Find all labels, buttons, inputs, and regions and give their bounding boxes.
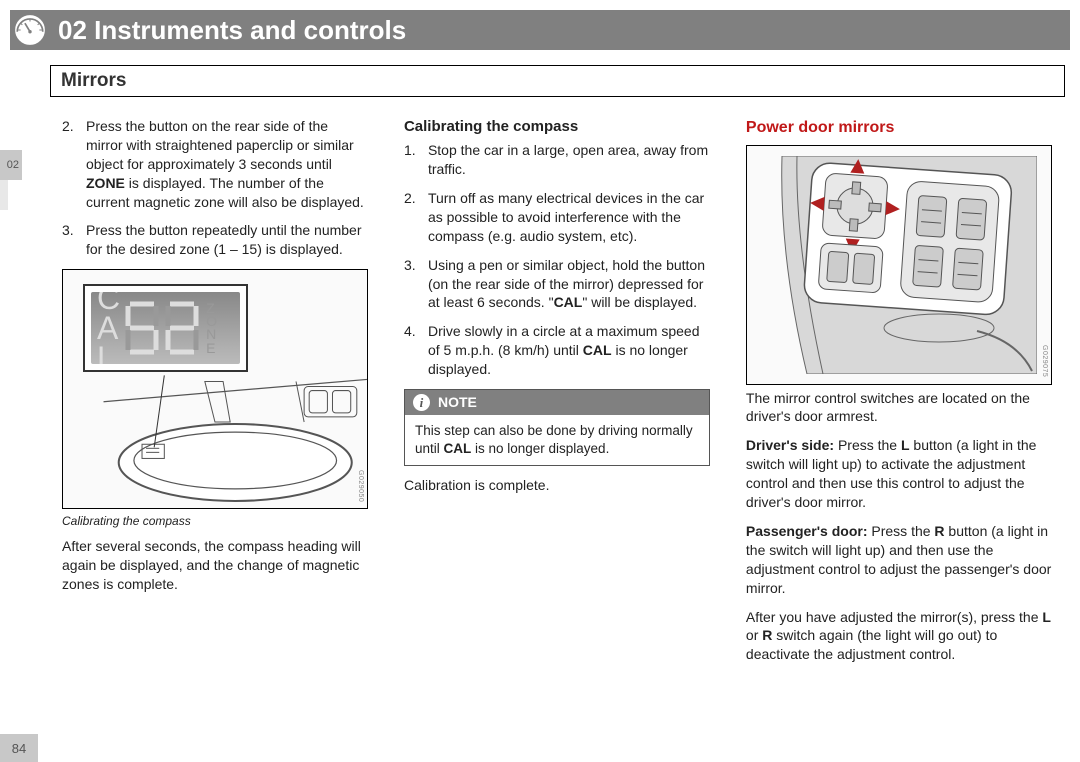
door-mirror-controls-figure: G029075 [746,145,1052,385]
bold-text: ZONE [86,175,125,191]
zone-steps-list: 2. Press the button on the rear side of … [62,117,368,259]
bold-text: L [901,437,910,453]
cal-step-3: 3. Using a pen or similar object, hold th… [404,256,710,313]
segment-digits [124,300,200,356]
step-number: 4. [404,322,416,341]
side-tab-strip [0,180,8,210]
zone-label: Z O N E [206,302,217,355]
page-number: 84 [0,734,38,762]
step-number: 3. [404,256,416,275]
step-number: 2. [404,189,416,208]
step-number: 1. [404,141,416,160]
text-part: is displayed. The number of the current … [86,175,364,210]
passengers-door-paragraph: Passenger's door: Press the R button (a … [746,522,1052,598]
text-part: is no longer displayed. [471,441,609,456]
text-part: Press the [868,523,935,539]
zone-step-2: 2. Press the button on the rear side of … [62,117,368,211]
bold-label: Driver's side: [746,437,834,453]
calibration-complete-text: Calibration is complete. [404,476,710,495]
power-door-mirrors-heading: Power door mirrors [746,117,1052,139]
text-part: Press the [834,437,901,453]
section-subheader: Mirrors [50,65,1065,97]
text-part: Press the button on the rear side of the… [86,118,354,172]
calibrating-heading: Calibrating the compass [404,117,710,137]
note-label: NOTE [438,393,477,412]
mirror-controls-location: The mirror control switches are located … [746,389,1052,427]
compass-display-inset: C A L Z O N E [83,284,248,372]
info-icon: i [413,394,430,411]
column-3: Power door mirrors G029075 [728,117,1070,716]
step-number: 3. [62,221,74,240]
cal-label: C A L [97,292,120,364]
chapter-header: 02 Instruments and controls [10,10,1070,50]
column-2: Calibrating the compass 1. Stop the car i… [386,117,728,716]
bold-text: CAL [554,294,583,310]
page-content: 2. Press the button on the rear side of … [44,117,1070,716]
note-body: This step can also be done by driving no… [405,415,709,465]
compass-calibration-figure: G029050 C A L [62,269,368,509]
chapter-title: 02 Instruments and controls [58,15,406,46]
cal-step-4: 4. Drive slowly in a circle at a maximum … [404,322,710,379]
bold-text: L [1042,609,1051,625]
figure-reference-id: G029075 [1039,345,1048,377]
text-part: After you have adjusted the mirror(s), p… [746,609,1042,625]
calibrate-steps-list: 1. Stop the car in a large, open area, aw… [404,141,710,379]
cal-step-2: 2. Turn off as many electrical devices in… [404,189,710,246]
drivers-side-paragraph: Driver's side: Press the L button (a lig… [746,436,1052,512]
cal-step-1: 1. Stop the car in a large, open area, aw… [404,141,710,179]
gauge-icon [10,10,50,50]
figure-caption: Calibrating the compass [62,513,368,529]
bold-text: R [762,627,772,643]
side-tab: 02 [0,150,22,180]
note-header: i NOTE [405,390,709,415]
chapter-name: Instruments and controls [94,15,406,45]
bold-text: R [934,523,944,539]
deactivate-paragraph: After you have adjusted the mirror(s), p… [746,608,1052,665]
text-part: switch again (the light will go out) to … [746,627,997,662]
step-text: Press the button repeatedly until the nu… [86,222,362,257]
note-box: i NOTE This step can also be done by dri… [404,389,710,466]
bold-text: CAL [583,342,612,358]
column-1: 2. Press the button on the rear side of … [44,117,386,716]
text-part: or [746,627,762,643]
step-text: Stop the car in a large, open area, away… [428,142,708,177]
bold-label: Passenger's door: [746,523,868,539]
after-figure-text: After several seconds, the compass headi… [62,537,368,594]
step-text: Drive slowly in a circle at a maximum sp… [428,323,700,377]
step-text: Press the button on the rear side of the… [86,118,364,210]
bold-text: CAL [443,441,471,456]
door-panel-illustration [777,156,1037,374]
zone-step-3: 3. Press the button repeatedly until the… [62,221,368,259]
step-number: 2. [62,117,74,136]
chapter-number: 02 [58,15,87,45]
step-text: Turn off as many electrical devices in t… [428,190,704,244]
text-part: " will be displayed. [582,294,697,310]
step-text: Using a pen or similar object, hold the … [428,257,705,311]
